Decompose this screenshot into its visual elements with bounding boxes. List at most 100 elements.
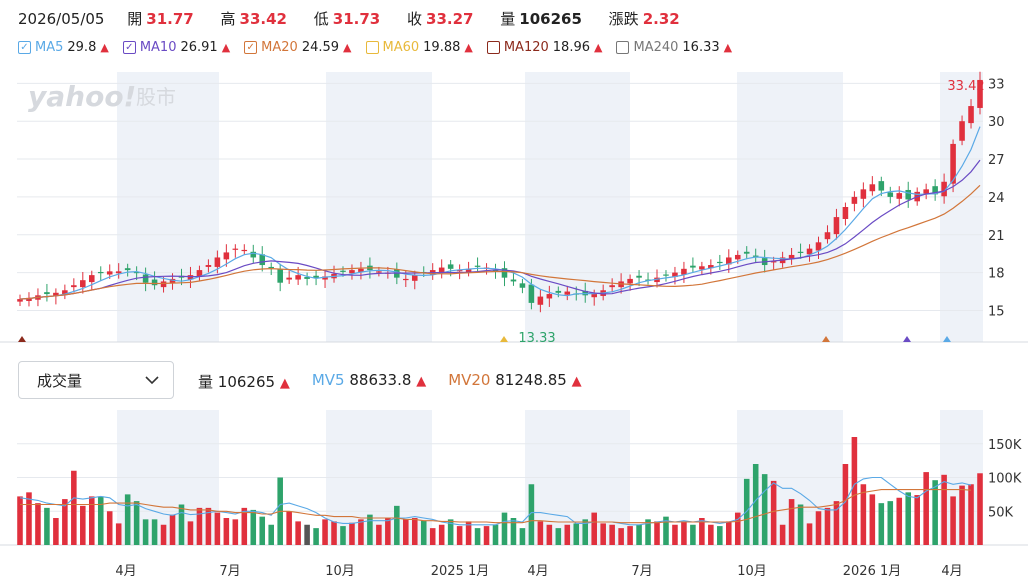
volume-bar <box>573 523 580 545</box>
volume-bar <box>923 472 929 545</box>
up-triangle-icon: ▲ <box>594 41 603 54</box>
candle-body <box>501 268 508 278</box>
open-value: 31.77 <box>146 10 194 28</box>
volume-bar <box>815 511 822 545</box>
volume-bar <box>663 516 669 545</box>
candle-body <box>124 268 131 271</box>
volume-bar <box>914 495 920 545</box>
volume-bar <box>313 528 319 545</box>
candle-body <box>340 270 346 272</box>
candle-body <box>133 271 140 274</box>
checkbox-checked-icon[interactable]: ✓ <box>244 41 258 54</box>
volume-bar <box>331 521 337 545</box>
ma10-line <box>19 159 981 300</box>
vol-legend-value: 106265 <box>217 373 276 391</box>
volume-tick-label: 100K <box>988 472 1022 487</box>
mv20-legend-item: MV20 81248.85 ▲ <box>448 371 581 392</box>
candle-body <box>115 271 122 274</box>
price-tick-label: 27 <box>988 153 1005 168</box>
volume-tick-label: 50K <box>988 505 1014 520</box>
volume-label: 量 <box>500 10 516 28</box>
ma-legend-ma5[interactable]: ✓ MA5 29.8 ▲ <box>18 40 109 55</box>
x-tick-label: 7月 <box>219 564 240 579</box>
candle-body <box>322 276 328 280</box>
candle-body <box>708 265 714 269</box>
candle-body <box>591 294 597 298</box>
quarter-band <box>737 72 843 342</box>
volume-bar <box>717 526 723 545</box>
volume-bar <box>178 504 185 545</box>
volume-bar <box>591 512 597 545</box>
candle-body <box>411 275 418 281</box>
volume-bar <box>438 524 445 545</box>
candle-body <box>358 268 364 272</box>
candle-body <box>438 267 445 272</box>
ma-legend-ma120[interactable]: MA120 18.96 ▲ <box>486 40 603 55</box>
candle-body <box>959 121 965 141</box>
candle-body <box>277 269 283 283</box>
high-value: 33.42 <box>239 10 287 28</box>
candle-body <box>878 181 885 191</box>
checkbox-checked-icon[interactable]: ✓ <box>18 41 31 54</box>
checkbox-checked-icon[interactable]: ✓ <box>122 41 136 54</box>
candle-body <box>833 217 840 235</box>
checkbox-icon[interactable] <box>365 41 379 54</box>
ma-legend-ma20[interactable]: ✓ MA20 24.59 ▲ <box>244 40 352 55</box>
indicator-select[interactable]: 成交量 <box>18 361 174 399</box>
price-tick-label: 30 <box>988 115 1005 130</box>
open-label: 開 <box>127 10 143 28</box>
candle-body <box>474 265 481 267</box>
candle-body <box>609 285 615 288</box>
volume-bar <box>53 518 59 545</box>
ma-legend-ma240[interactable]: MA240 16.33 ▲ <box>616 40 732 55</box>
volume-bar <box>528 484 535 545</box>
mv5-line <box>19 476 972 526</box>
volume-bar <box>618 528 624 545</box>
candle-body <box>905 189 912 200</box>
candle-body <box>788 254 795 260</box>
checkbox-icon[interactable] <box>616 41 630 54</box>
close-value: 33.27 <box>426 10 474 28</box>
volume-bar <box>241 507 248 545</box>
quarter-band <box>117 72 219 342</box>
volume-bar <box>367 514 373 545</box>
volume-bar <box>887 501 894 545</box>
volume-bar <box>627 526 633 545</box>
x-tick-label: 2026 1月 <box>843 564 902 579</box>
ma-legend-ma10[interactable]: ✓ MA10 26.91 ▲ <box>122 40 230 55</box>
low-value: 31.73 <box>332 10 381 28</box>
candle-body <box>770 261 777 263</box>
volume-bar <box>788 499 795 545</box>
volume-bar <box>429 528 436 545</box>
candle-body <box>26 297 32 301</box>
volume-bar <box>833 501 840 545</box>
volume-bar <box>806 523 813 545</box>
volume-bar <box>142 519 149 545</box>
candle-body <box>169 278 176 284</box>
candle-body <box>546 294 553 299</box>
x-tick-label: 4月 <box>115 564 136 579</box>
checkbox-icon[interactable] <box>486 41 500 54</box>
volume-bar <box>797 504 804 545</box>
ma-name: MA240 <box>633 40 679 55</box>
volume-bar <box>959 485 965 545</box>
ma-legend-ma60[interactable]: MA60 19.88 ▲ <box>365 40 473 55</box>
candle-body <box>950 143 956 184</box>
candle-body <box>654 277 660 283</box>
ma-name: MA120 <box>503 40 549 55</box>
volume-bar <box>80 505 86 545</box>
high-label: 高 <box>220 10 236 28</box>
chevron-down-icon <box>145 375 159 384</box>
ma-value: 19.88 <box>423 40 461 55</box>
volume-bar <box>340 526 346 545</box>
volume-bar <box>97 496 104 545</box>
up-triangle-icon: ▲ <box>343 41 352 54</box>
candle-body <box>627 278 633 284</box>
volume-bar <box>196 507 203 545</box>
volume-bar <box>905 492 912 545</box>
volume-bar <box>869 494 876 545</box>
candle-body <box>456 270 463 272</box>
volume-tick-label: 150K <box>988 438 1022 453</box>
ma-name: MA20 <box>261 40 298 55</box>
